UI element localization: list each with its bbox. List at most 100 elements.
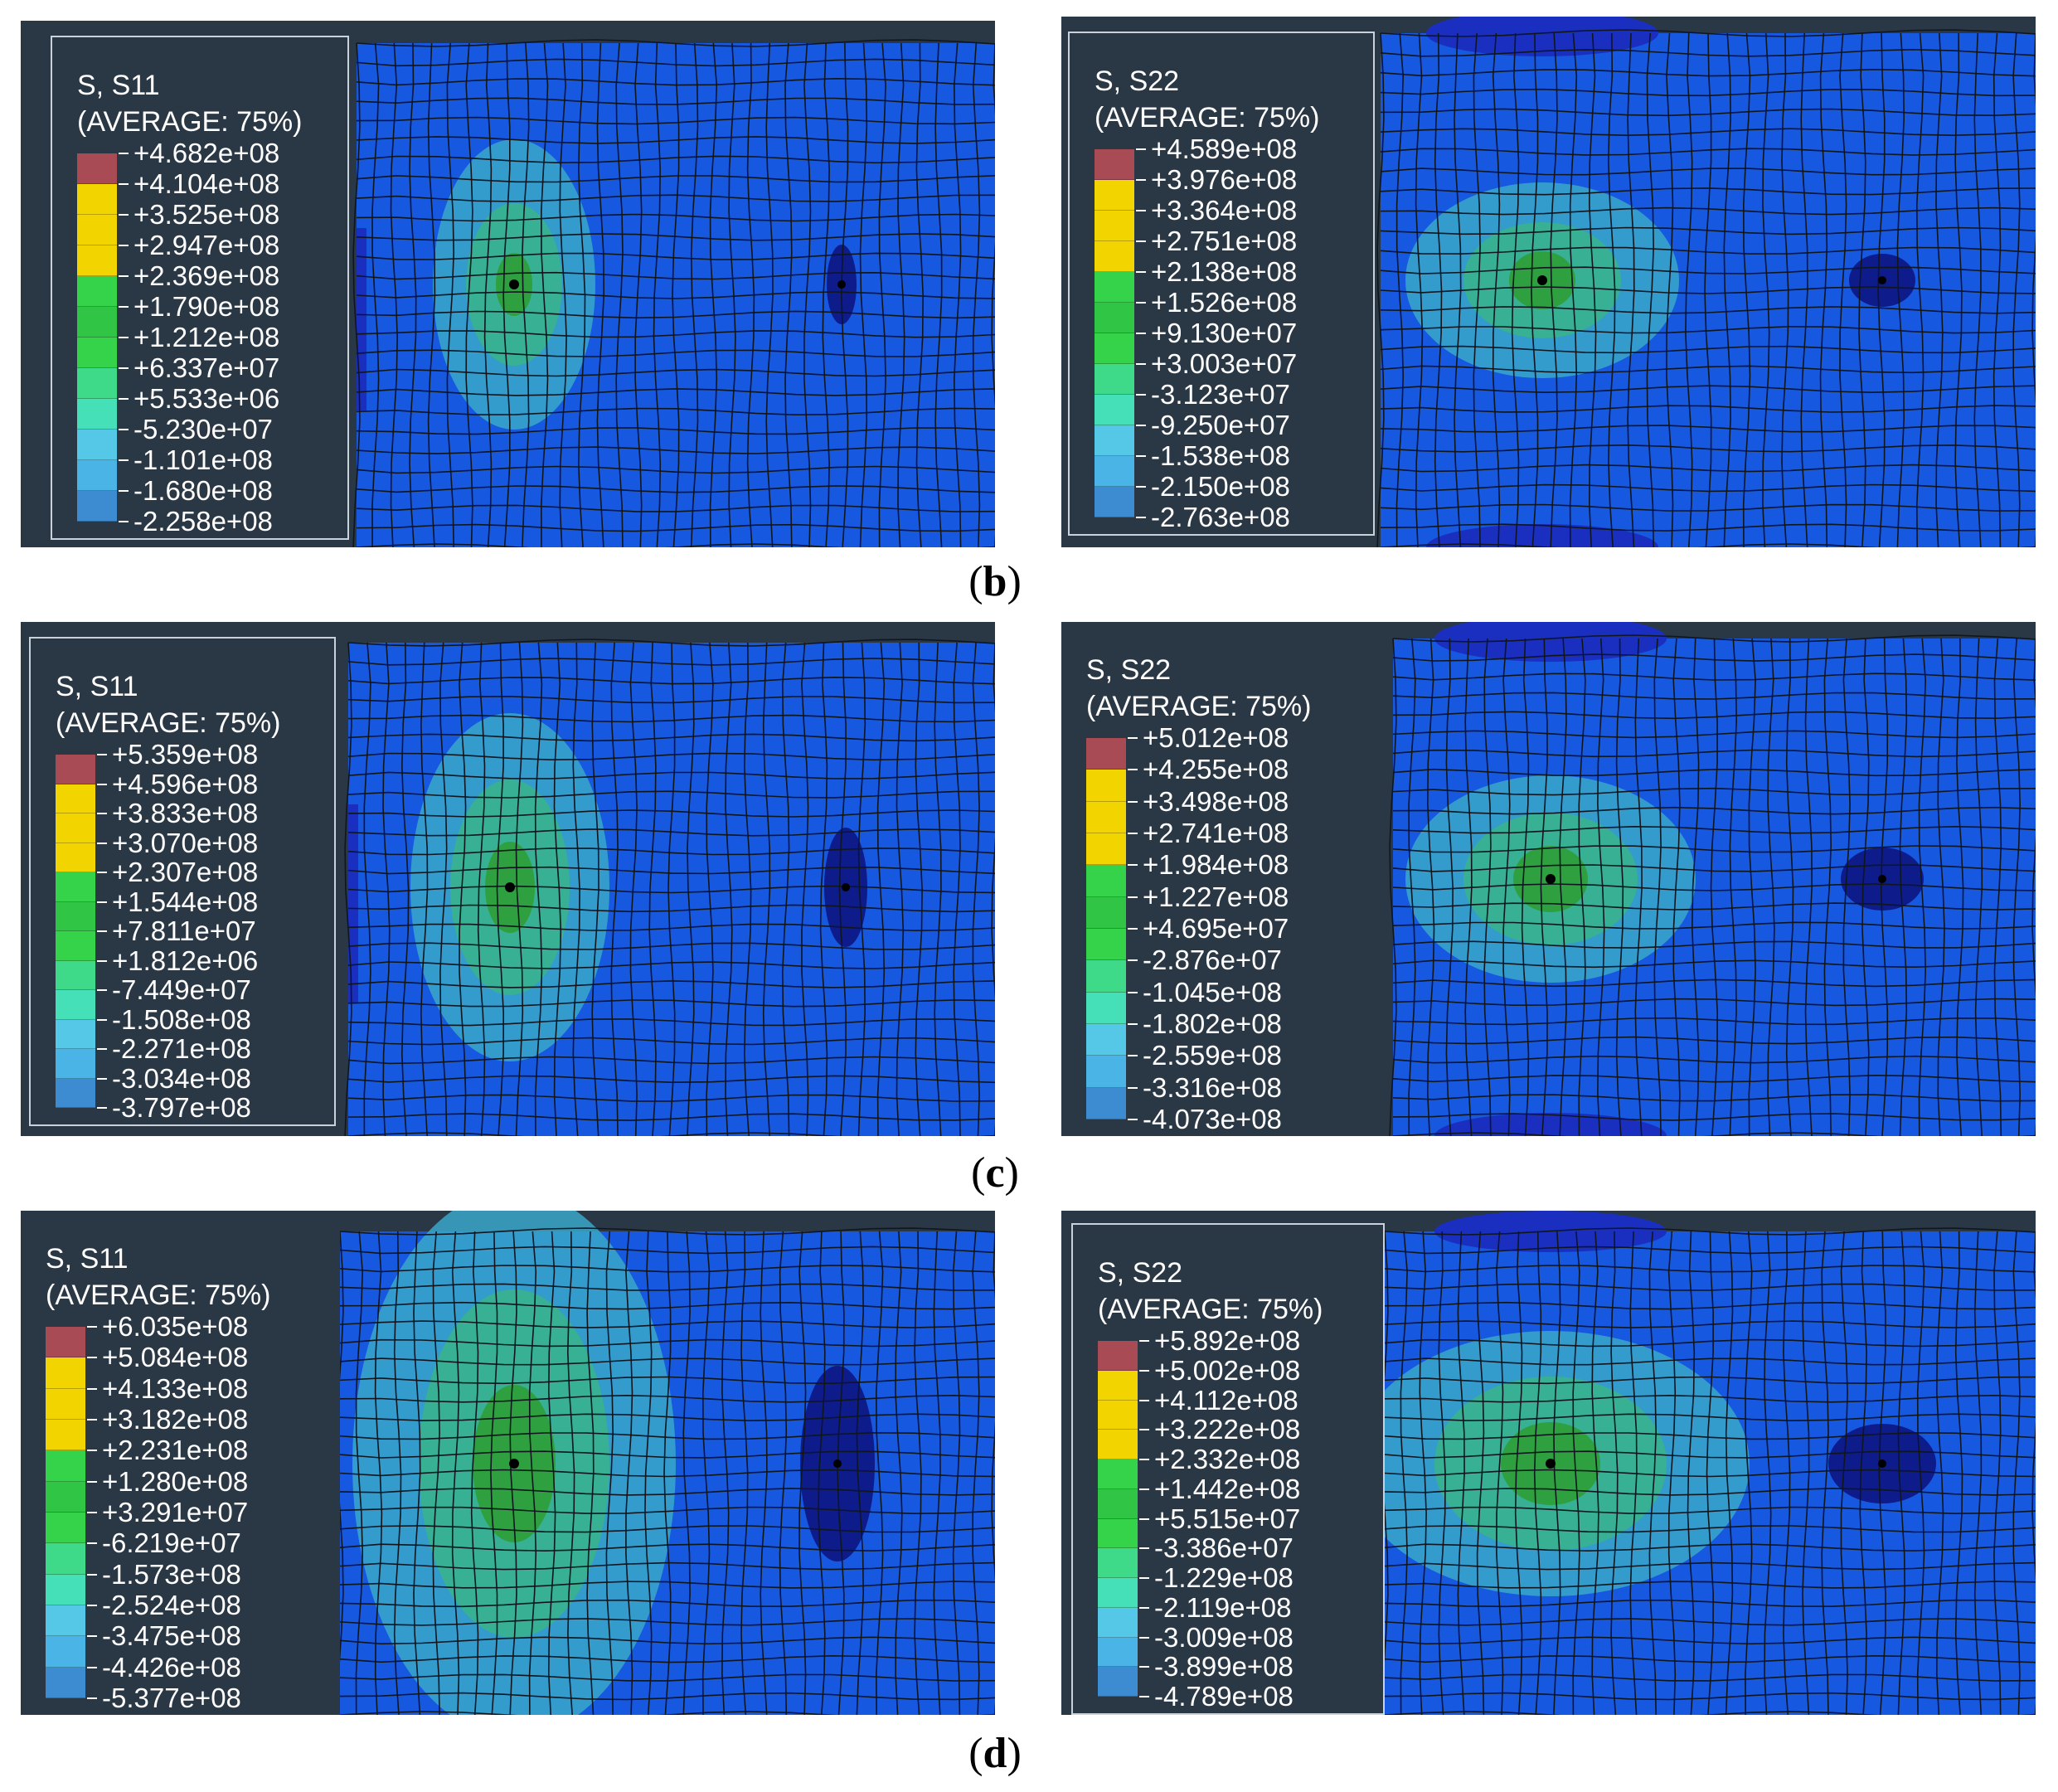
legend-color-bar: [56, 755, 95, 1108]
mesh-line-vertical: [801, 642, 809, 1136]
legend-swatch: [56, 755, 95, 784]
legend-tick: [1139, 1696, 1149, 1697]
legend-swatch: [1098, 1400, 1138, 1430]
hole-marker-right: [837, 280, 846, 289]
mesh-line-horizontal: [347, 904, 995, 913]
legend-value-label: +4.682e+08: [133, 138, 280, 168]
mesh-line-horizontal: [347, 1037, 995, 1046]
legend-tick: [1139, 1577, 1149, 1579]
mesh-line-horizontal: [1384, 1488, 2036, 1496]
mesh-line-horizontal: [1392, 711, 2036, 720]
mesh-line-horizontal: [347, 1132, 995, 1136]
legend-swatch: [46, 1574, 85, 1605]
mesh-line-vertical: [625, 1231, 633, 1715]
legend-tick: [87, 1326, 97, 1328]
mesh-line-horizontal: [347, 1113, 995, 1121]
mesh-line-vertical: [725, 642, 733, 1136]
legend-tick: [87, 1542, 97, 1545]
mesh-line-vertical: [1473, 32, 1481, 547]
mesh-line-vertical: [1685, 32, 1693, 547]
legend-tick: [87, 1357, 97, 1359]
legend-value-label: -3.316e+08: [1143, 1071, 1282, 1103]
mesh-line-horizontal: [347, 923, 995, 932]
mesh-line-horizontal: [339, 1506, 995, 1515]
legend-swatch: [56, 1019, 95, 1049]
legend-tick: [1128, 864, 1138, 867]
mesh-line-vertical: [1495, 1231, 1504, 1715]
mesh-line-vertical: [1840, 1231, 1848, 1715]
legend-value-label: +3.498e+08: [1143, 785, 1289, 817]
legend-title-averaging: (AVERAGE: 75%): [1095, 102, 1320, 134]
legend-swatch: [1098, 1459, 1138, 1489]
mesh-line-horizontal: [1380, 444, 2036, 453]
mesh-line-vertical: [663, 1231, 672, 1715]
mesh-line-horizontal: [1380, 168, 2036, 176]
legend-swatch: [1086, 1087, 1126, 1119]
hole-marker-right: [1878, 276, 1886, 284]
mesh-line-horizontal: [1384, 1431, 2036, 1440]
mesh-line-horizontal: [347, 1056, 995, 1065]
mesh-line-vertical: [653, 42, 662, 547]
mesh-line-horizontal: [1392, 998, 2036, 1007]
legend-tick: [1128, 1023, 1138, 1025]
mesh-line-vertical: [1821, 1231, 1829, 1715]
legend-swatch: [46, 1357, 85, 1389]
mesh-line-vertical: [648, 642, 657, 1136]
legend-value-label: +5.084e+08: [102, 1342, 249, 1373]
legend-swatch: [1086, 992, 1126, 1024]
legend-tick: [119, 245, 129, 246]
mesh-line-horizontal: [339, 1431, 995, 1440]
mesh-line-horizontal: [1384, 1376, 2036, 1385]
legend-tick: [119, 337, 129, 338]
legend-tick: [1139, 1666, 1149, 1668]
mesh-line-horizontal: [356, 368, 995, 377]
legend-swatch: [56, 872, 95, 902]
legend-value-label: -2.271e+08: [112, 1033, 251, 1064]
mesh-line-vertical: [1839, 32, 1847, 547]
hole-marker-left: [1546, 1459, 1556, 1469]
mesh-line-vertical: [701, 1231, 711, 1715]
mesh-line-horizontal: [339, 1469, 995, 1478]
mesh-line-horizontal: [347, 942, 995, 950]
contour-panel-b-s22: S, S22 (AVERAGE: 75%) +4.589e+08 +3.976e+08…: [1061, 17, 2036, 547]
legend-value-label: -1.680e+08: [133, 475, 273, 506]
legend-tick: [97, 930, 107, 932]
mesh-line-horizontal: [356, 407, 995, 416]
mesh-line-horizontal: [347, 771, 995, 779]
mesh-line-horizontal: [347, 1094, 995, 1102]
mesh-grid: [344, 639, 995, 1136]
legend-swatch: [77, 430, 117, 460]
legend-tick: [1128, 737, 1138, 739]
mesh-line-horizontal: [1384, 1394, 2036, 1403]
legend-value-label: -2.150e+08: [1151, 471, 1290, 502]
mesh-line-vertical: [1918, 638, 1927, 1136]
mesh-line-horizontal: [1380, 68, 2036, 77]
mesh-line-horizontal: [1380, 483, 2036, 493]
legend-value-label: +3.070e+08: [112, 827, 259, 858]
mesh-line-vertical: [837, 1231, 845, 1715]
legend-tick: [87, 1512, 97, 1513]
mesh-line-vertical: [934, 642, 942, 1136]
legend-value-label: +5.533e+06: [133, 383, 280, 414]
mesh-line-vertical: [1492, 32, 1501, 547]
legend-value-label: -2.119e+08: [1154, 1591, 1292, 1623]
legend-tick: [87, 1666, 97, 1668]
legend-value-label: +1.280e+08: [102, 1465, 249, 1497]
legend-value-label: +1.212e+08: [133, 322, 280, 352]
legend-value-label: +1.790e+08: [133, 291, 280, 322]
mesh-line-vertical: [933, 1231, 941, 1715]
mesh-line-vertical: [470, 1231, 479, 1715]
mesh-line-horizontal: [1392, 1036, 2036, 1045]
mesh-line-horizontal: [347, 790, 995, 799]
mesh-line-horizontal: [1380, 206, 2036, 216]
mesh-line-horizontal: [356, 155, 995, 164]
mesh-line-vertical: [1973, 32, 1982, 547]
mesh-line-vertical: [914, 1231, 922, 1715]
mesh-plot: [1352, 1211, 2036, 1715]
mesh-line-horizontal: [339, 1394, 995, 1403]
mesh-grid: [336, 1227, 995, 1715]
contour-panel-c-s11: S, S11 (AVERAGE: 75%) +5.359e+08 +4.596e+08…: [21, 622, 995, 1136]
contour-panel-b-s11: S, S11 (AVERAGE: 75%) +4.682e+08 +4.104e+08…: [21, 21, 995, 547]
edge-band: [357, 228, 366, 410]
mesh-line-horizontal: [1392, 940, 2036, 949]
